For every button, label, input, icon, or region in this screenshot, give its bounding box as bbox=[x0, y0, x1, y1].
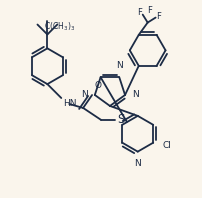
Text: O: O bbox=[94, 81, 101, 90]
Text: N: N bbox=[134, 159, 141, 168]
Text: N: N bbox=[132, 90, 139, 99]
Text: N: N bbox=[116, 61, 123, 70]
Text: Cl: Cl bbox=[162, 141, 171, 150]
Text: S: S bbox=[117, 113, 125, 126]
Text: C(CH$_3$)$_3$: C(CH$_3$)$_3$ bbox=[44, 20, 76, 33]
Text: F: F bbox=[137, 8, 142, 17]
Text: HN: HN bbox=[63, 99, 77, 108]
Text: N: N bbox=[81, 90, 88, 99]
Text: F: F bbox=[147, 6, 152, 15]
Text: F: F bbox=[156, 12, 161, 21]
